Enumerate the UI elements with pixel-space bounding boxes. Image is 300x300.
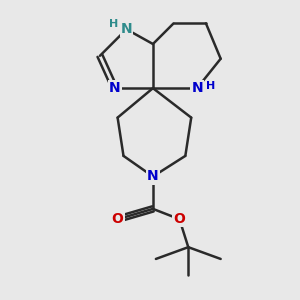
Text: H: H	[110, 19, 119, 29]
Text: N: N	[121, 22, 132, 36]
Text: O: O	[112, 212, 124, 226]
Text: N: N	[191, 81, 203, 95]
Text: O: O	[173, 212, 185, 226]
Text: N: N	[147, 169, 159, 184]
Text: N: N	[109, 81, 121, 95]
Text: H: H	[206, 81, 215, 91]
